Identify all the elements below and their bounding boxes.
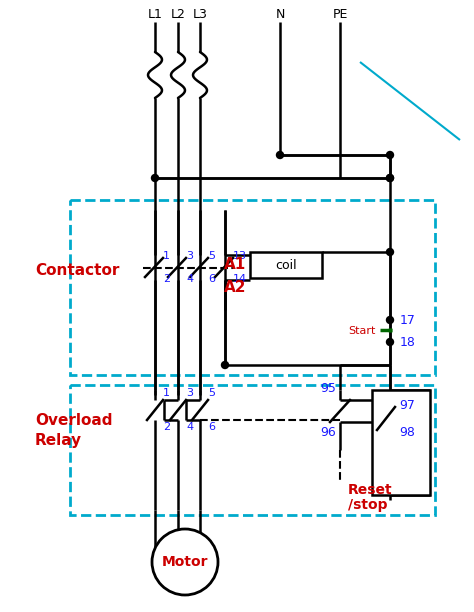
Text: A1: A1 bbox=[224, 257, 246, 272]
Text: L3: L3 bbox=[192, 7, 208, 20]
Text: L2: L2 bbox=[171, 7, 185, 20]
Text: Relay: Relay bbox=[35, 433, 82, 447]
Text: /stop: /stop bbox=[348, 498, 388, 512]
Text: 4: 4 bbox=[186, 422, 193, 432]
Text: 1: 1 bbox=[163, 388, 170, 398]
Text: 1: 1 bbox=[163, 251, 170, 261]
Circle shape bbox=[152, 529, 218, 595]
Circle shape bbox=[386, 338, 393, 346]
Text: N: N bbox=[275, 7, 285, 20]
Bar bbox=[70, 200, 435, 375]
Text: L1: L1 bbox=[147, 7, 163, 20]
Text: 95: 95 bbox=[320, 382, 336, 395]
Text: Reset: Reset bbox=[348, 483, 392, 497]
Circle shape bbox=[386, 174, 393, 182]
Circle shape bbox=[386, 316, 393, 324]
Text: Start: Start bbox=[348, 326, 376, 336]
Text: 6: 6 bbox=[208, 422, 215, 432]
Circle shape bbox=[221, 362, 228, 368]
Text: 2: 2 bbox=[163, 274, 170, 284]
Text: 4: 4 bbox=[186, 274, 193, 284]
Text: Overload: Overload bbox=[35, 412, 112, 428]
Text: 98: 98 bbox=[399, 425, 415, 439]
Text: 97: 97 bbox=[399, 398, 415, 411]
Circle shape bbox=[386, 152, 393, 159]
Text: 5: 5 bbox=[208, 251, 215, 261]
Circle shape bbox=[386, 174, 393, 182]
Text: 14: 14 bbox=[233, 274, 247, 284]
Text: A2: A2 bbox=[224, 280, 246, 295]
Text: 3: 3 bbox=[186, 251, 193, 261]
Circle shape bbox=[386, 248, 393, 255]
Text: Motor: Motor bbox=[162, 555, 208, 569]
Circle shape bbox=[152, 174, 158, 182]
Text: 96: 96 bbox=[320, 426, 336, 439]
Text: PE: PE bbox=[332, 7, 348, 20]
Text: 3: 3 bbox=[186, 388, 193, 398]
Text: 2: 2 bbox=[163, 422, 170, 432]
Text: 18: 18 bbox=[400, 335, 416, 348]
Text: 13: 13 bbox=[233, 251, 247, 261]
Text: 5: 5 bbox=[208, 388, 215, 398]
Bar bbox=[70, 385, 435, 515]
Bar bbox=[372, 390, 430, 495]
Bar bbox=[250, 252, 322, 278]
Text: Contactor: Contactor bbox=[35, 263, 119, 277]
Text: coil: coil bbox=[275, 258, 297, 272]
Text: 6: 6 bbox=[208, 274, 215, 284]
Text: 17: 17 bbox=[400, 313, 416, 326]
Circle shape bbox=[276, 152, 283, 159]
